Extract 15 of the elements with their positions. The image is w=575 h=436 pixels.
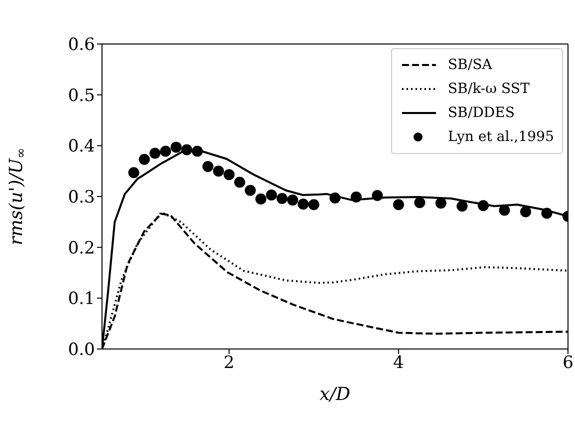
y-tick-label: 0.1 (68, 289, 95, 310)
y-tick-label: 0.5 (68, 86, 95, 106)
y-tick-label: 0.4 (68, 136, 95, 157)
legend-label: SB/DDES (448, 105, 515, 121)
x-axis-title: x/D (320, 384, 351, 405)
y-tick-label: 0.0 (68, 340, 95, 360)
y-tick-label: 0.2 (68, 238, 95, 258)
y-tick-label: 0.6 (68, 35, 95, 56)
x-tick-label: 6 (562, 353, 574, 374)
y-tick-label: 0.3 (68, 188, 95, 208)
x-tick-label: 2 (224, 353, 235, 374)
legend-label: SB/k-ω SST (448, 81, 530, 97)
legend-label: Lyn et al.,1995 (448, 129, 554, 145)
legend-label: SB/SA (448, 57, 492, 73)
x-tick-label: 4 (393, 353, 404, 374)
